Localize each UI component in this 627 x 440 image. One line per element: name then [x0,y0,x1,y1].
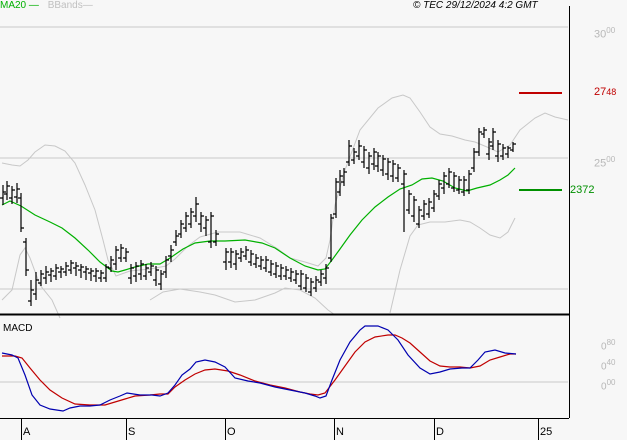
bbands-upper-line [1,94,569,277]
x-label-sep: S [128,426,136,438]
macd-label-sup: 00 [606,378,616,387]
legend-bbands-label: BBands [47,0,83,11]
x-axis-ticks [21,419,539,440]
macd-label-040: 040 [601,358,615,372]
x-label-dec: D [436,426,444,438]
signal-line [2,334,516,406]
legend-ma20-label: MA20 [0,0,27,11]
bbands-lower-line-3 [389,217,516,314]
bbands-lower-line-2 [149,287,336,316]
price-label-main: 25 [594,157,607,170]
price-label-2500: 2500 [594,155,615,170]
x-label-2025: 25 [540,426,553,438]
price-bars [0,127,516,306]
macd-label-main: 0 [601,341,607,353]
macd-title: MACD [3,323,33,334]
price-label-sup: 00 [606,26,616,35]
x-label-nov: N [336,426,344,438]
chart-legend: MA20 — BBands— [0,0,93,12]
macd-label-main: 0 [601,381,607,393]
legend-bbands: BBands— [47,0,93,11]
support-label: 2372 [570,184,595,196]
price-label-main: 30 [594,28,607,41]
macd-label-sup: 40 [606,358,616,367]
price-label-sup: 00 [606,155,616,164]
macd-label-sup: 80 [606,338,616,347]
x-label-aug: A [23,426,31,438]
legend-ma20: MA20 — [0,0,39,11]
resistance-label-sup: 48 [606,87,617,97]
bbands-lower-line [1,247,61,319]
resistance-label: 2748 [594,86,616,98]
macd-label-main: 0 [601,361,607,373]
x-label-oct: O [227,426,236,438]
price-label-3000: 3000 [594,26,615,41]
macd-label-080: 080 [601,338,615,352]
ma20-line [1,167,516,273]
macd-line [1,325,517,412]
copyright-timestamp: © TEC 29/12/2024 4:2 GMT [413,0,538,11]
resistance-label-main: 27 [594,86,607,98]
macd-label-000: 000 [601,378,615,392]
